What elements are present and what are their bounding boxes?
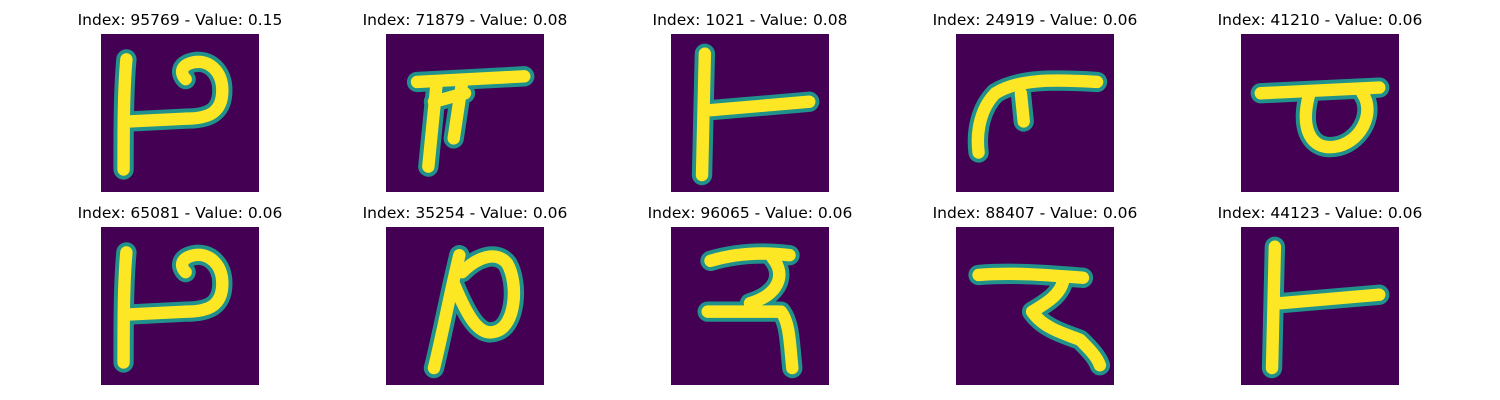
- glyph-stroke: [704, 95, 816, 117]
- panel-title: Index: 41210 - Value: 0.06: [1217, 11, 1423, 29]
- panel: Index: 35254 - Value: 0.06: [345, 203, 585, 385]
- glyph-stroke: [1025, 305, 1107, 372]
- panel: Index: 44123 - Value: 0.06: [1200, 203, 1440, 385]
- glyph-stroke: [774, 305, 799, 375]
- panel: Index: 96065 - Value: 0.06: [630, 203, 870, 385]
- digit-image: [671, 227, 829, 385]
- panel-title: Index: 95769 - Value: 0.15: [77, 11, 283, 29]
- glyph-stroke: [743, 251, 786, 310]
- glyph-stroke: [972, 267, 1090, 284]
- glyph-stroke: [123, 248, 229, 321]
- panel-title: Index: 1021 - Value: 0.08: [652, 11, 848, 29]
- glyph-stroke: [117, 246, 133, 369]
- digit-image: [671, 34, 829, 192]
- digit-image: [1241, 34, 1399, 192]
- panel: Index: 95769 - Value: 0.15: [60, 10, 300, 192]
- panel-title: Index: 96065 - Value: 0.06: [647, 204, 853, 222]
- glyph-stroke: [1274, 288, 1386, 310]
- panel: Index: 24919 - Value: 0.06: [915, 10, 1155, 192]
- glyph-stroke: [704, 247, 796, 268]
- glyph-stroke: [1299, 87, 1374, 154]
- glyph-stroke: [447, 250, 521, 339]
- digit-image: [1241, 227, 1399, 385]
- panel: Index: 1021 - Value: 0.08: [630, 10, 870, 192]
- digit-image: [101, 227, 259, 385]
- glyph-stroke: [1265, 240, 1282, 375]
- panel-title: Index: 88407 - Value: 0.06: [932, 204, 1138, 222]
- panel-title: Index: 71879 - Value: 0.08: [362, 11, 568, 29]
- digit-image: [101, 34, 259, 192]
- glyph-stroke: [427, 249, 466, 375]
- glyph-stroke: [1014, 87, 1030, 128]
- panel: Index: 88407 - Value: 0.06: [915, 203, 1155, 385]
- glyph-stroke: [971, 87, 1002, 159]
- digit-image: [386, 227, 544, 385]
- glyph-stroke: [427, 87, 472, 108]
- glyph-stroke: [123, 55, 229, 128]
- digit-image: [956, 227, 1114, 385]
- panel: Index: 41210 - Value: 0.06: [1200, 10, 1440, 192]
- glyph-stroke: [117, 53, 133, 176]
- panel-title: Index: 24919 - Value: 0.06: [932, 11, 1138, 29]
- digit-image: [956, 34, 1114, 192]
- panel: Index: 65081 - Value: 0.06: [60, 203, 300, 385]
- panel-title: Index: 65081 - Value: 0.06: [77, 204, 283, 222]
- glyph-stroke: [695, 47, 712, 182]
- panel: Index: 71879 - Value: 0.08: [345, 10, 585, 192]
- digit-image: [386, 34, 544, 192]
- glyph-stroke: [422, 75, 443, 173]
- panel-title: Index: 44123 - Value: 0.06: [1217, 204, 1423, 222]
- panel-title: Index: 35254 - Value: 0.06: [362, 204, 568, 222]
- glyph-stroke: [989, 74, 1104, 100]
